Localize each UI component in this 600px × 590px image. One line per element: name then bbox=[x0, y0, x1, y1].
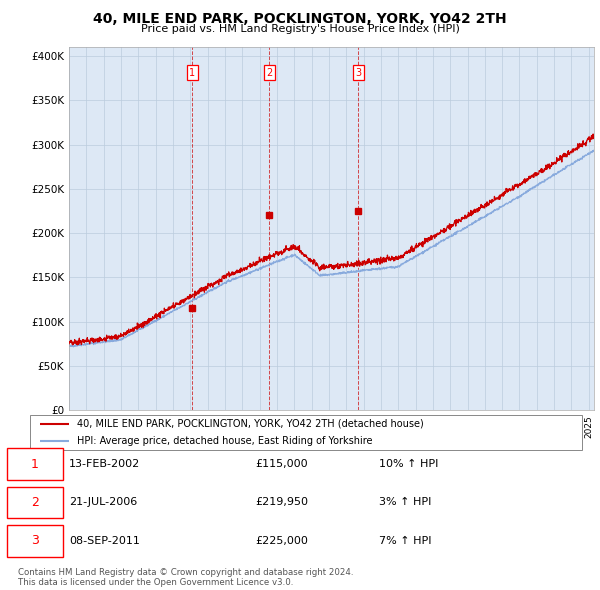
Text: 3: 3 bbox=[31, 534, 39, 548]
Text: 13-FEB-2002: 13-FEB-2002 bbox=[69, 459, 140, 469]
Text: 10% ↑ HPI: 10% ↑ HPI bbox=[379, 459, 439, 469]
FancyBboxPatch shape bbox=[7, 487, 63, 518]
Text: 08-SEP-2011: 08-SEP-2011 bbox=[69, 536, 140, 546]
FancyBboxPatch shape bbox=[30, 415, 582, 450]
Text: 21-JUL-2006: 21-JUL-2006 bbox=[69, 497, 137, 507]
Text: 1: 1 bbox=[31, 457, 39, 471]
FancyBboxPatch shape bbox=[7, 525, 63, 556]
Text: £219,950: £219,950 bbox=[255, 497, 308, 507]
Text: £115,000: £115,000 bbox=[255, 459, 308, 469]
Text: HPI: Average price, detached house, East Riding of Yorkshire: HPI: Average price, detached house, East… bbox=[77, 437, 373, 446]
Text: 7% ↑ HPI: 7% ↑ HPI bbox=[379, 536, 431, 546]
Text: 3% ↑ HPI: 3% ↑ HPI bbox=[379, 497, 431, 507]
FancyBboxPatch shape bbox=[7, 448, 63, 480]
Text: 40, MILE END PARK, POCKLINGTON, YORK, YO42 2TH: 40, MILE END PARK, POCKLINGTON, YORK, YO… bbox=[93, 12, 507, 26]
Text: 2: 2 bbox=[31, 496, 39, 509]
Text: Contains HM Land Registry data © Crown copyright and database right 2024.
This d: Contains HM Land Registry data © Crown c… bbox=[18, 568, 353, 587]
Text: 40, MILE END PARK, POCKLINGTON, YORK, YO42 2TH (detached house): 40, MILE END PARK, POCKLINGTON, YORK, YO… bbox=[77, 419, 424, 428]
Text: 3: 3 bbox=[355, 68, 361, 78]
Text: 1: 1 bbox=[190, 68, 196, 78]
Text: Price paid vs. HM Land Registry's House Price Index (HPI): Price paid vs. HM Land Registry's House … bbox=[140, 24, 460, 34]
Text: £225,000: £225,000 bbox=[255, 536, 308, 546]
Text: 2: 2 bbox=[266, 68, 272, 78]
